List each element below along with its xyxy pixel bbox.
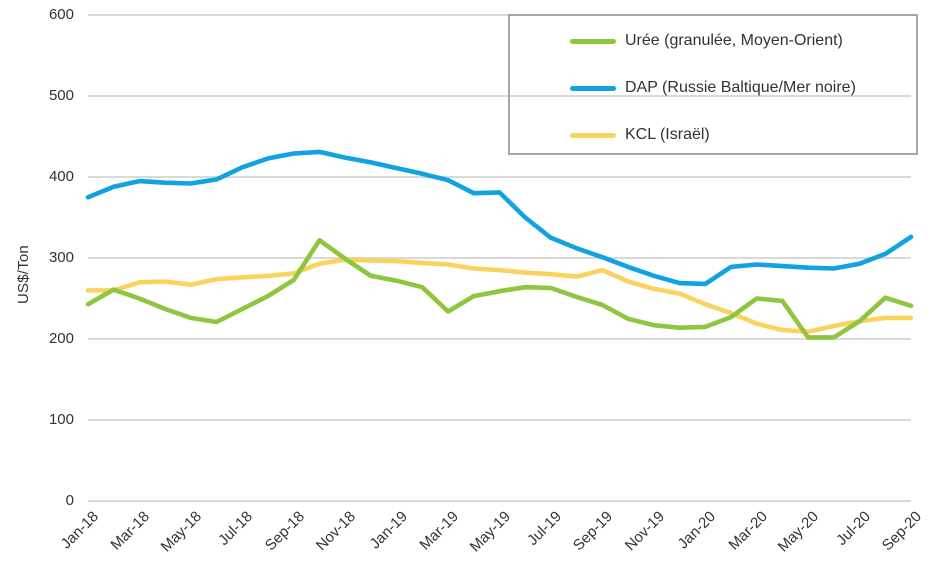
legend-item-label: Urée (granulée, Moyen-Orient) (625, 32, 843, 49)
legend-item: DAP (Russie Baltique/Mer noire) (510, 76, 856, 100)
y-axis-title: US$/Ton (15, 245, 32, 304)
legend-item: Urée (granulée, Moyen-Orient) (510, 29, 843, 53)
y-axis-tick-label: 300 (48, 249, 74, 266)
y-axis-tick-label: 100 (48, 411, 74, 428)
y-axis-tick-label: 0 (65, 492, 74, 509)
legend-item-label: KCL (Israël) (625, 126, 710, 143)
y-axis-tick-label: 500 (48, 87, 74, 104)
legend-swatch-icon (570, 132, 616, 138)
legend: Urée (granulée, Moyen-Orient) DAP (Russie… (508, 14, 918, 155)
series-line-2 (85, 257, 914, 335)
series-line-1 (85, 149, 914, 287)
y-axis-tick-label: 200 (48, 330, 74, 347)
y-axis-tick-label: 400 (48, 168, 74, 185)
legend-swatch-icon (570, 38, 616, 44)
legend-item-label: DAP (Russie Baltique/Mer noire) (625, 79, 856, 96)
series-line-0 (85, 237, 914, 340)
legend-swatch-icon (570, 85, 616, 91)
y-axis-tick-label: 600 (48, 6, 74, 23)
legend-item: KCL (Israël) (510, 123, 710, 147)
